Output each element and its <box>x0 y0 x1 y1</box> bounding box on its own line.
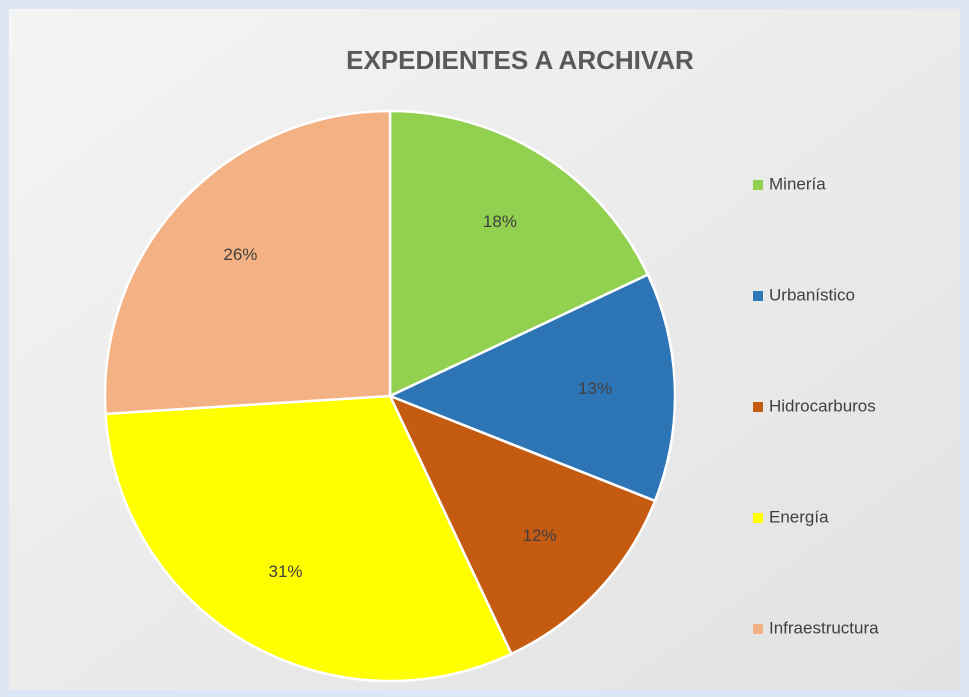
legend-swatch <box>753 624 763 634</box>
pie-slice <box>104 394 514 683</box>
legend-label: Minería <box>769 174 826 193</box>
data-label: 13% <box>578 379 612 398</box>
pie-slice <box>387 393 657 656</box>
legend-swatch <box>753 180 763 190</box>
pie-slice <box>386 272 677 503</box>
legend-swatch <box>753 291 763 301</box>
data-label: 26% <box>223 245 257 264</box>
legend-swatch <box>753 513 763 523</box>
legend-label: Infraestructura <box>769 618 879 637</box>
data-label: 18% <box>483 212 517 231</box>
legend-swatch <box>753 402 763 412</box>
legend-label: Energía <box>769 507 829 526</box>
data-label: 12% <box>523 526 557 545</box>
legend-label: Urbanístico <box>769 285 855 304</box>
chart-title: EXPEDIENTES A ARCHIVAR <box>346 45 694 75</box>
pie-slice <box>103 109 392 416</box>
data-label: 31% <box>269 562 303 581</box>
legend-label: Hidrocarburos <box>769 396 876 415</box>
pie-slice <box>388 109 650 398</box>
